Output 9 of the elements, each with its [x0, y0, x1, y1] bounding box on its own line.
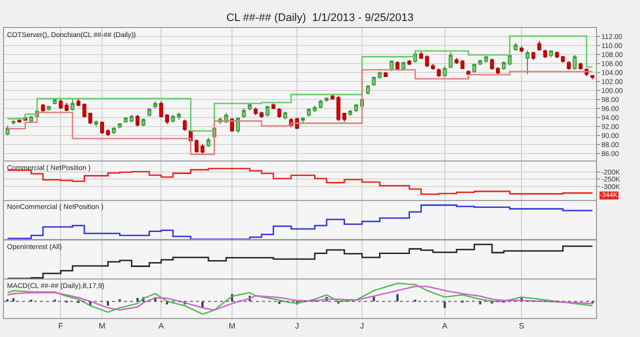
- x-tick-label: M: [98, 321, 106, 330]
- x-tick-label: F: [58, 321, 64, 330]
- x-tick-label: A: [442, 321, 448, 330]
- x-tick-label: M: [228, 321, 236, 330]
- x-tick-label: J: [360, 321, 364, 330]
- x-tick-label: A: [158, 321, 164, 330]
- chart-title: CL ##-## (Daily) 1/1/2013 - 9/25/2013: [226, 12, 414, 24]
- x-tick-label: J: [295, 321, 300, 330]
- x-tick-label: S: [518, 321, 524, 330]
